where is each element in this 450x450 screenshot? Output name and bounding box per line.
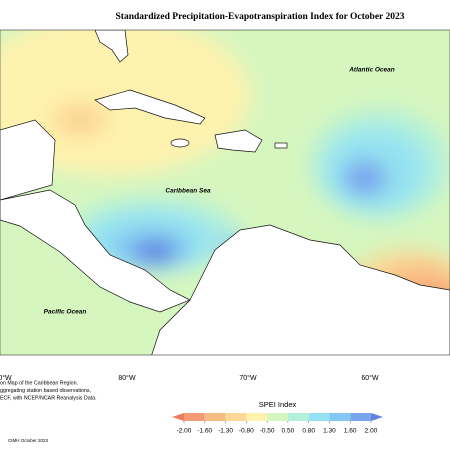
longitude-label: 60°W — [361, 374, 379, 382]
legend-tick-label: -0.50 — [260, 428, 275, 435]
legend-tick-label: -1.60 — [197, 428, 212, 435]
legend-tick-label: 1.60 — [344, 428, 357, 435]
legend-tick-label: 2.00 — [365, 428, 378, 435]
legend-swatch — [246, 413, 268, 421]
footnote-line: ECF, with NCEP/NCAR Reanalysis Data. — [0, 395, 97, 401]
map-title: Standardized Precipitation-Evapotranspir… — [116, 12, 405, 22]
map-area — [0, 30, 450, 355]
legend-arrow — [371, 413, 383, 421]
legend-tick-label: 1.30 — [323, 428, 336, 435]
footnote-line: on Map of the Caribbean Region. — [0, 380, 78, 386]
legend-tick-label: -0.80 — [239, 428, 254, 435]
ocean-label: Caribbean Sea — [165, 188, 211, 195]
legend-swatch — [267, 413, 288, 421]
legend-swatch — [225, 413, 247, 421]
legend-swatch — [184, 413, 205, 421]
legend-arrow — [172, 413, 184, 421]
longitude-label: 0°W — [0, 374, 12, 382]
legend-tick-label: 0.80 — [302, 428, 315, 435]
ocean-label: Atlantic Ocean — [348, 67, 395, 74]
land — [0, 30, 450, 355]
longitude-label: 70°W — [239, 374, 257, 382]
footnote-line: ggregating station based observations, — [0, 388, 91, 394]
ocean-label: Pacific Ocean — [44, 309, 87, 316]
legend-title: SPEI Index — [259, 400, 297, 409]
legend-swatch — [329, 413, 351, 421]
legend-swatch — [350, 413, 371, 421]
credit: CIMH October 2023 — [8, 438, 49, 443]
legend-swatch — [308, 413, 330, 421]
legend-tick-label: 0.50 — [282, 428, 295, 435]
legend-swatch — [204, 413, 226, 421]
longitude-label: 80°W — [118, 374, 136, 382]
legend-tick-label: -1.30 — [218, 428, 233, 435]
legend-swatch — [287, 413, 309, 421]
legend-tick-label: -2.00 — [177, 428, 192, 435]
map-frame — [0, 29, 450, 356]
